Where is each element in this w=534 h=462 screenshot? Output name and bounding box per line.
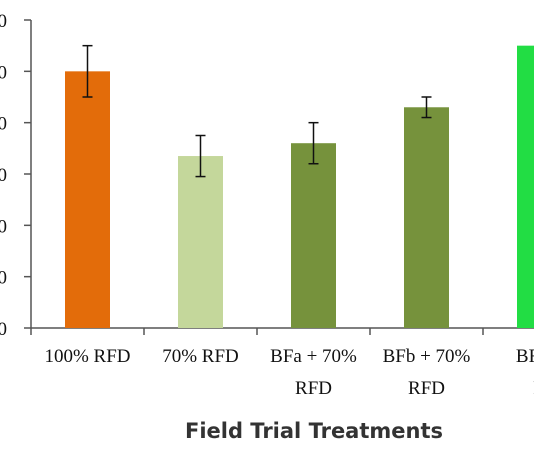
category-label: RFD: [408, 378, 445, 399]
category-label: BFa + 70%: [270, 346, 357, 367]
bar: [291, 143, 336, 328]
bars: [65, 45, 534, 329]
bar: [65, 71, 110, 328]
y-tick-label: 0: [0, 216, 7, 237]
category-label: 100% RFD: [44, 346, 130, 367]
y-tick-label: 0: [0, 165, 7, 186]
error-bars: [82, 44, 432, 178]
category-labels: 100% RFD 70% RFD BFa + 70% RFD BFb + 70% RFD B…: [44, 346, 534, 399]
x-axis: [30, 327, 534, 335]
bar: [178, 156, 223, 328]
category-label: BFb + 70%: [383, 346, 471, 367]
bar: [517, 45, 534, 329]
y-tick-label: 0: [0, 11, 7, 32]
y-axis: 0 0 0 0 0 0 0: [0, 11, 32, 340]
y-tick-label: 0: [0, 319, 7, 340]
category-label: RFD: [295, 378, 332, 399]
bar: [404, 107, 449, 329]
y-tick-label: 0: [0, 114, 7, 135]
category-label: BFc +: [516, 346, 534, 367]
category-label: 70% RFD: [162, 346, 239, 367]
y-tick-label: 0: [0, 268, 7, 289]
x-axis-title: Field Trial Treatments: [185, 419, 443, 443]
y-tick-label: 0: [0, 62, 7, 83]
